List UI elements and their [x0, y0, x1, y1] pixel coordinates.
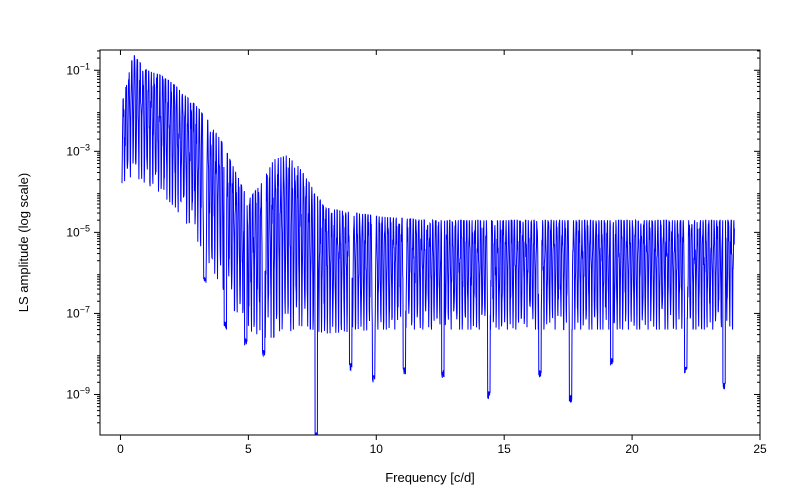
- y-tick-label: 10−9: [66, 385, 90, 401]
- x-tick-label: 20: [625, 442, 639, 456]
- y-tick-label: 10−7: [66, 304, 90, 320]
- spectrum-line: [122, 55, 735, 434]
- y-tick-label: 10−5: [66, 223, 90, 239]
- x-tick-label: 25: [753, 442, 767, 456]
- y-tick-label: 10−3: [66, 142, 90, 158]
- ls-periodogram-chart: 0 5 10 15 20 25 10−9 10−7 10−5 10−3 10−1 Frequency …: [0, 0, 800, 500]
- x-axis-label: Frequency [c/d]: [385, 470, 475, 485]
- x-tick-label: 10: [370, 442, 384, 456]
- y-tick-label: 10−1: [66, 61, 90, 77]
- y-axis-label: LS amplitude (log scale): [16, 173, 31, 312]
- x-tick-label: 15: [498, 442, 512, 456]
- x-tick-label: 5: [245, 442, 252, 456]
- x-tick-label: 0: [117, 442, 124, 456]
- chart-svg: 0 5 10 15 20 25 10−9 10−7 10−5 10−3 10−1 Frequency …: [0, 0, 800, 500]
